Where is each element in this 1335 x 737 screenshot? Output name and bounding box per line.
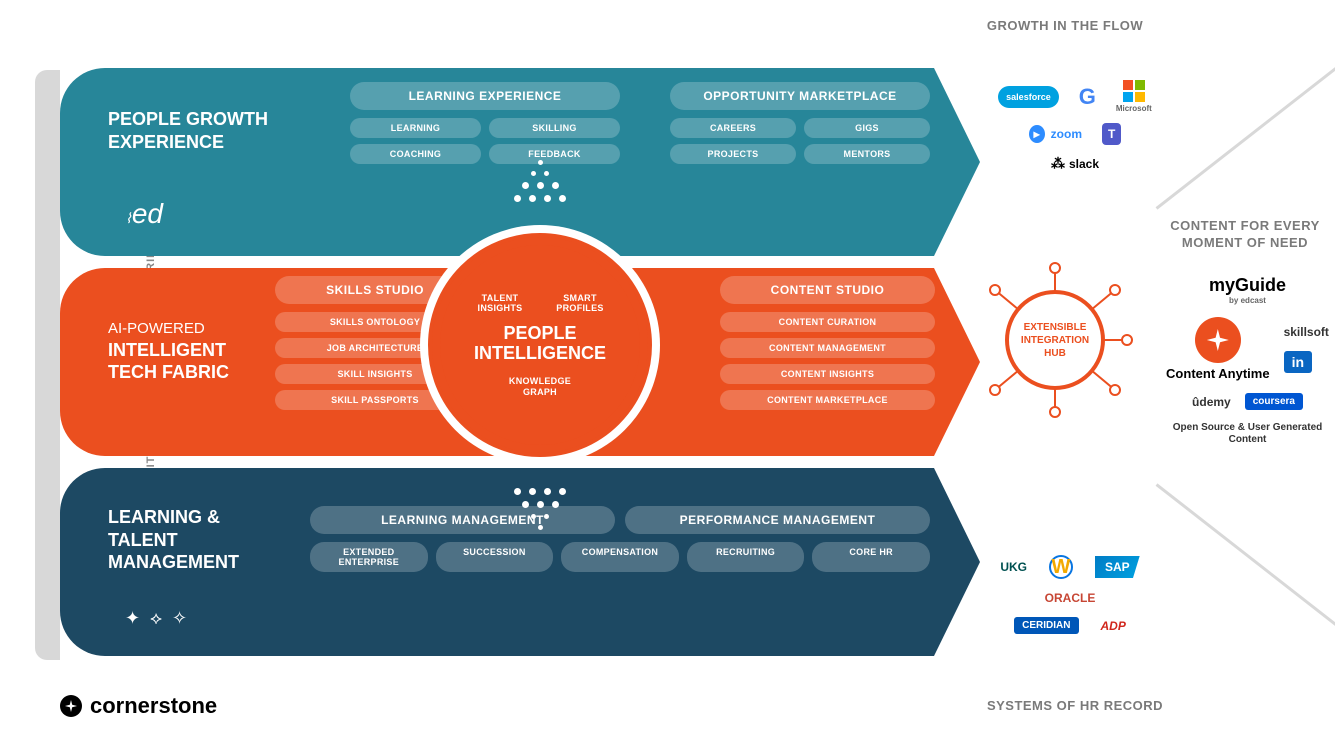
group-header: CONTENT STUDIO: [720, 276, 935, 304]
hub-circle: EXTENSIBLE INTEGRATION HUB: [1005, 290, 1105, 390]
center-talent-insights: TALENT INSIGHTS: [475, 293, 525, 315]
ed-logo: ⌇ed: [125, 198, 163, 230]
title-line: EXPERIENCE: [108, 132, 224, 152]
title-line: INTELLIGENT: [108, 340, 226, 360]
udemy-logo: ûdemy: [1192, 395, 1231, 409]
sparkle-icon: ✧: [172, 608, 187, 629]
sparkle-icon: ⟡: [150, 608, 162, 629]
teams-logo: T: [1102, 123, 1121, 145]
title-line: LEARNING &: [108, 507, 220, 527]
layer-title-teal: PEOPLE GROWTH EXPERIENCE: [108, 108, 278, 153]
group-header: LEARNING EXPERIENCE: [350, 82, 620, 110]
title-line: TECH FABRIC: [108, 362, 229, 382]
group-header: PERFORMANCE MANAGEMENT: [625, 506, 930, 534]
pill-gigs: GIGS: [804, 118, 930, 138]
pill-learning: LEARNING: [350, 118, 481, 138]
ukg-logo: UKG: [1000, 560, 1027, 574]
label-content-need: CONTENT FOR EVERY MOMENT OF NEED: [1165, 218, 1325, 252]
salesforce-logo: salesforce: [998, 86, 1059, 108]
slack-logo: ⁂slack: [965, 155, 1185, 172]
center-title: PEOPLE INTELLIGENCE: [440, 324, 640, 364]
pill: EXTENDED ENTERPRISE: [310, 542, 428, 572]
layer-title-navy: LEARNING & TALENT MANAGEMENT: [108, 506, 278, 574]
hub-text: EXTENSIBLE: [1024, 321, 1087, 334]
pill-careers: CAREERS: [670, 118, 796, 138]
logos-hr: UKG W SAP ORACLE CERIDIAN ADP: [965, 555, 1175, 634]
pill: CONTENT INSIGHTS: [720, 364, 935, 384]
dots-top: [514, 160, 566, 202]
pill: CORE HR: [812, 542, 930, 572]
title-pre: AI-POWERED: [108, 320, 278, 339]
group-learning-exp: LEARNING EXPERIENCE LEARNING SKILLING CO…: [350, 82, 620, 170]
adp-logo: ADP: [1101, 619, 1126, 633]
hub-text: INTEGRATION: [1021, 334, 1089, 347]
cornerstone-text: cornerstone: [90, 693, 217, 719]
ms-text: Microsoft: [1116, 104, 1152, 113]
center-circle: TALENT INSIGHTS SMART PROFILES PEOPLE IN…: [420, 225, 660, 465]
title-line: PEOPLE GROWTH: [108, 109, 268, 129]
integration-hub: EXTENSIBLE INTEGRATION HUB: [975, 260, 1135, 420]
sap-logo: SAP: [1095, 556, 1140, 578]
google-logo: G: [1079, 84, 1096, 110]
group-content-studio: CONTENT STUDIO CONTENT CURATION CONTENT …: [720, 276, 935, 416]
linkedin-logo: in: [1284, 351, 1312, 373]
myguide-logo: myGuide by edcast: [1209, 275, 1286, 305]
logos-content: myGuide by edcast Content Anytime skills…: [1165, 275, 1330, 446]
label-growth-flow: GROWTH IN THE FLOW: [985, 18, 1145, 33]
logos-growth: salesforce G Microsoft ▸zoom T ⁂slack: [965, 80, 1185, 172]
divider-line: [1156, 483, 1335, 639]
pill-coaching: COACHING: [350, 144, 481, 164]
sidebar-bar: [35, 70, 60, 660]
pill: CONTENT MARKETPLACE: [720, 390, 935, 410]
hub-text: HUB: [1044, 347, 1066, 360]
group-opportunity: OPPORTUNITY MARKETPLACE CAREERS GIGS PRO…: [670, 82, 930, 170]
zoom-logo: ▸zoom: [1029, 127, 1082, 141]
oracle-logo: ORACLE: [965, 591, 1175, 605]
skillsoft-logo: skillsoft: [1284, 325, 1329, 339]
pill: CONTENT CURATION: [720, 312, 935, 332]
cornerstone-icon: [60, 695, 82, 717]
pill-mentors: MENTORS: [804, 144, 930, 164]
group-header: LEARNING MANAGEMENT: [310, 506, 615, 534]
pill: SUCCESSION: [436, 542, 554, 572]
sparkle-icon: ✦: [125, 608, 140, 629]
group-navy: LEARNING MANAGEMENT PERFORMANCE MANAGEME…: [310, 506, 930, 578]
pill: RECRUITING: [687, 542, 805, 572]
microsoft-logo: Microsoft: [1116, 80, 1152, 113]
pill-projects: PROJECTS: [670, 144, 796, 164]
dots-bottom: [514, 488, 566, 530]
cornerstone-logo: cornerstone: [60, 693, 217, 719]
layer-title-orange: AI-POWERED INTELLIGENT TECH FABRIC: [108, 320, 278, 384]
title-line: TALENT: [108, 530, 178, 550]
group-header: OPPORTUNITY MARKETPLACE: [670, 82, 930, 110]
ceridian-logo: CERIDIAN: [1014, 617, 1078, 634]
ed-text: ed: [132, 198, 163, 229]
coursera-logo: coursera: [1245, 393, 1303, 410]
workday-logo: W: [1049, 555, 1073, 579]
center-knowledge-graph: KNOWLEDGE GRAPH: [505, 376, 575, 398]
label-hr-record: SYSTEMS OF HR RECORD: [985, 698, 1165, 713]
open-source-text: Open Source & User Generated Content: [1165, 422, 1330, 446]
pill: CONTENT MANAGEMENT: [720, 338, 935, 358]
title-line: MANAGEMENT: [108, 552, 239, 572]
pill-skilling: SKILLING: [489, 118, 620, 138]
pill: COMPENSATION: [561, 542, 679, 572]
content-anytime-logo: Content Anytime: [1166, 317, 1270, 381]
navy-icons: ✦ ⟡ ✧: [125, 608, 187, 629]
center-smart-profiles: SMART PROFILES: [555, 293, 605, 315]
